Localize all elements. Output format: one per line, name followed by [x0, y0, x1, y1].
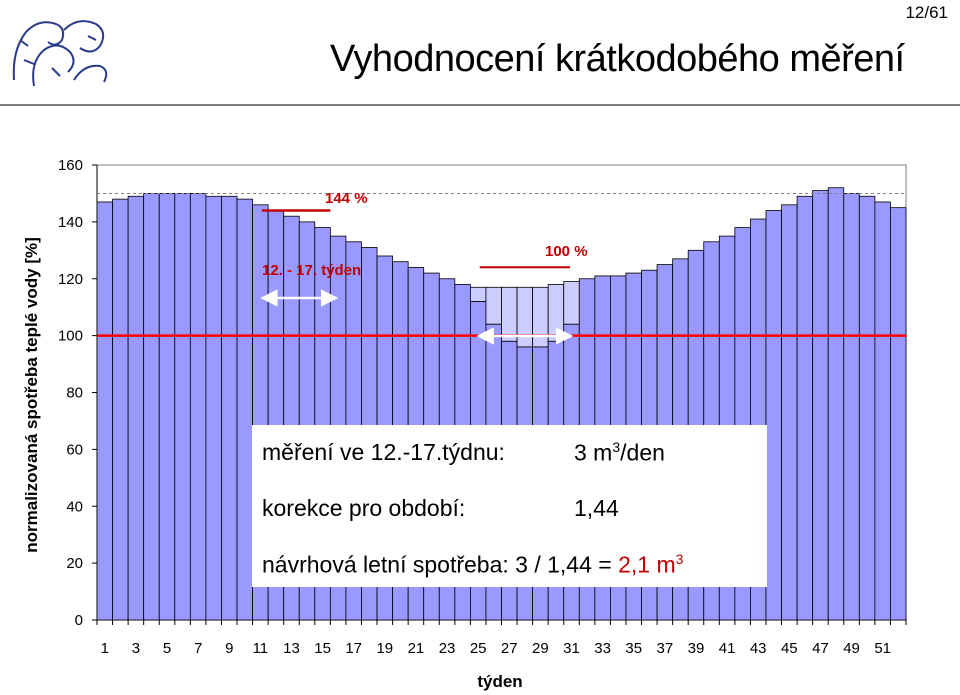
design-consumption-result: 2,1 m — [618, 551, 676, 578]
y-axis-title: normalizovaná spotřeba teplé vody [%] — [22, 237, 41, 553]
bar — [189, 193, 207, 621]
x-axis-title: týden — [477, 672, 522, 691]
correction-value: 1,44 — [574, 495, 619, 521]
bar — [890, 207, 907, 621]
bar — [112, 198, 129, 621]
bar-gap — [485, 286, 502, 325]
x-tick-label: 31 — [563, 640, 580, 657]
correction-label: korekce pro období: — [262, 495, 466, 521]
bar — [143, 193, 160, 621]
bar — [96, 201, 113, 621]
bar — [858, 195, 876, 621]
x-tick-label: 19 — [376, 640, 393, 657]
x-tick-label: 45 — [781, 640, 798, 657]
bar — [221, 195, 238, 621]
bar — [827, 187, 845, 621]
measurement-value-number: 3 m — [574, 439, 613, 466]
y-tick-label: 140 — [58, 214, 83, 231]
slide-number: 12/61 — [905, 3, 948, 22]
x-tick-label: 5 — [163, 640, 171, 657]
y-axis: 0 20 40 60 80 100 120 140 160 — [58, 157, 98, 629]
annotations — [97, 192, 906, 345]
measurement-value-unit: /den — [620, 439, 665, 466]
design-consumption-sup: 3 — [675, 551, 684, 567]
x-tick-label: 17 — [345, 640, 362, 657]
x-tick-label: 43 — [750, 640, 767, 657]
bar — [205, 195, 222, 621]
bar — [812, 190, 829, 621]
x-tick-label: 15 — [314, 640, 331, 657]
peak-label: 144 % — [325, 190, 368, 207]
x-tick-label: 41 — [719, 640, 736, 657]
x-tick-label: 49 — [843, 640, 860, 657]
x-tick-label: 13 — [283, 640, 300, 657]
bar — [127, 195, 145, 621]
x-tick-label: 47 — [812, 640, 829, 657]
x-tick-label: 1 — [101, 640, 109, 657]
x-tick-label: 37 — [657, 640, 674, 657]
bar-gap — [563, 281, 580, 325]
bar — [174, 193, 191, 621]
measurement-value: 3 m3/den — [574, 439, 665, 467]
x-tick-label: 21 — [408, 640, 425, 657]
x-tick-label: 51 — [874, 640, 891, 657]
measurement-label: měření ve 12.-17.týdnu: — [262, 439, 505, 465]
measurement-value-sup: 3 — [612, 439, 621, 455]
slide-title: Vyhodnocení krátkodobého měření — [330, 38, 905, 80]
bar — [874, 201, 891, 621]
design-consumption: návrhová letní spotřeba: 3 / 1,44 = 2,1 … — [262, 551, 683, 579]
info-box: měření ve 12.-17.týdnu: 3 m3/den korekce… — [252, 425, 767, 587]
base-label: 100 % — [545, 243, 588, 260]
bar-gap — [547, 284, 565, 342]
period-label: 12. - 17. týden — [262, 262, 361, 279]
bar — [236, 198, 253, 621]
x-tick-label: 7 — [194, 640, 202, 657]
bar-gap — [469, 286, 487, 302]
x-tick-label: 33 — [594, 640, 611, 657]
y-tick-label: 20 — [66, 555, 83, 572]
x-tick-label: 39 — [688, 640, 705, 657]
y-tick-label: 120 — [58, 271, 83, 288]
title-divider — [0, 104, 960, 106]
y-tick-label: 40 — [66, 498, 83, 515]
university-logo — [12, 20, 108, 87]
y-tick-label: 0 — [75, 612, 83, 629]
bar-gap — [501, 286, 518, 342]
bar — [843, 193, 860, 621]
bar-gap — [532, 286, 549, 348]
x-tick-label: 25 — [470, 640, 487, 657]
design-consumption-label: návrhová letní spotřeba: 3 / 1,44 = — [262, 551, 619, 578]
x-tick-label: 27 — [501, 640, 518, 657]
x-tick-label: 29 — [532, 640, 549, 657]
x-tick-label: 35 — [625, 640, 642, 657]
x-tick-label: 23 — [439, 640, 456, 657]
x-axis: 1 3 5 7 9 11 13 15 17 19 21 23 25 27 29 31 33 35 37 39 41 43 4… — [96, 619, 907, 657]
x-tick-label: 3 — [132, 640, 140, 657]
y-tick-label: 80 — [66, 385, 83, 402]
bar — [781, 204, 798, 621]
y-tick-label: 160 — [58, 157, 83, 174]
y-tick-label: 60 — [66, 441, 83, 458]
x-tick-label: 11 — [253, 640, 269, 657]
bar — [765, 210, 782, 621]
bar — [158, 193, 176, 621]
bar-gap — [516, 286, 534, 348]
bar — [796, 195, 814, 621]
y-tick-label: 100 — [58, 328, 83, 345]
x-tick-label: 9 — [225, 640, 233, 657]
